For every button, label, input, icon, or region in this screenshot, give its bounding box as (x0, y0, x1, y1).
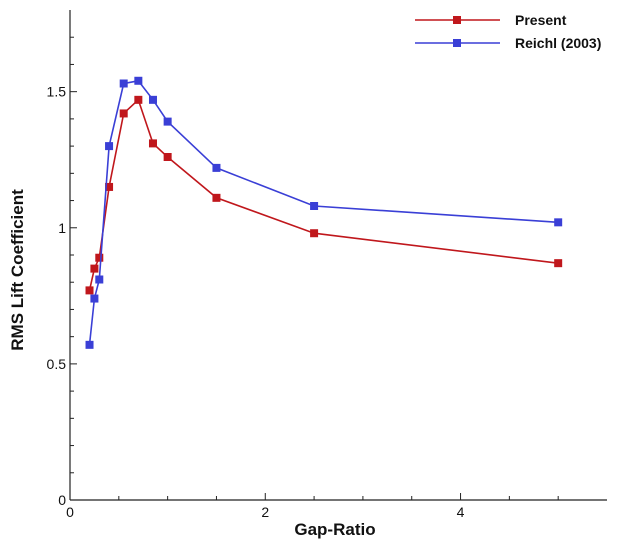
y-tick-label: 1.5 (47, 84, 67, 100)
y-tick-label: 0 (58, 492, 66, 508)
x-axis-title: Gap-Ratio (294, 520, 375, 539)
data-point (85, 340, 94, 349)
y-tick-label: 0.5 (47, 356, 67, 372)
data-point (212, 193, 221, 202)
legend-marker (453, 16, 461, 24)
data-point (105, 182, 114, 191)
data-point (134, 95, 143, 104)
data-point (163, 117, 172, 126)
legend: Present Reichl (2003) (415, 12, 601, 51)
data-point (85, 286, 94, 295)
series-line (88, 98, 559, 291)
data-point (212, 163, 221, 172)
data-point (95, 253, 104, 262)
series-1 (85, 95, 563, 295)
y-ticks: 0 0.5 1 1.5 (47, 36, 77, 508)
data-point (554, 259, 563, 268)
series-line (88, 79, 559, 345)
data-point (148, 95, 157, 104)
data-point (90, 264, 99, 273)
data-point (163, 153, 172, 161)
legend-label: Reichl (2003) (515, 35, 601, 51)
data-point (105, 142, 114, 151)
data-point (119, 109, 128, 118)
data-point (310, 229, 319, 238)
y-axis-title: RMS Lift Coefficient (8, 189, 27, 351)
data-point (554, 218, 563, 227)
data-point (134, 76, 143, 85)
data-point (148, 139, 157, 148)
y-tick-label: 1 (58, 220, 66, 236)
x-tick-label: 0 (66, 504, 74, 520)
data-point (90, 294, 99, 303)
series-2 (85, 76, 563, 349)
series-layer (85, 76, 563, 349)
legend-label: Present (515, 12, 567, 28)
data-point (95, 275, 104, 284)
data-point (119, 79, 128, 88)
x-ticks: 0 2 4 (66, 493, 559, 520)
data-point (310, 202, 319, 210)
x-tick-label: 4 (457, 504, 465, 520)
x-tick-label: 2 (261, 504, 269, 520)
legend-marker (453, 39, 461, 47)
plot-frame (69, 10, 607, 501)
